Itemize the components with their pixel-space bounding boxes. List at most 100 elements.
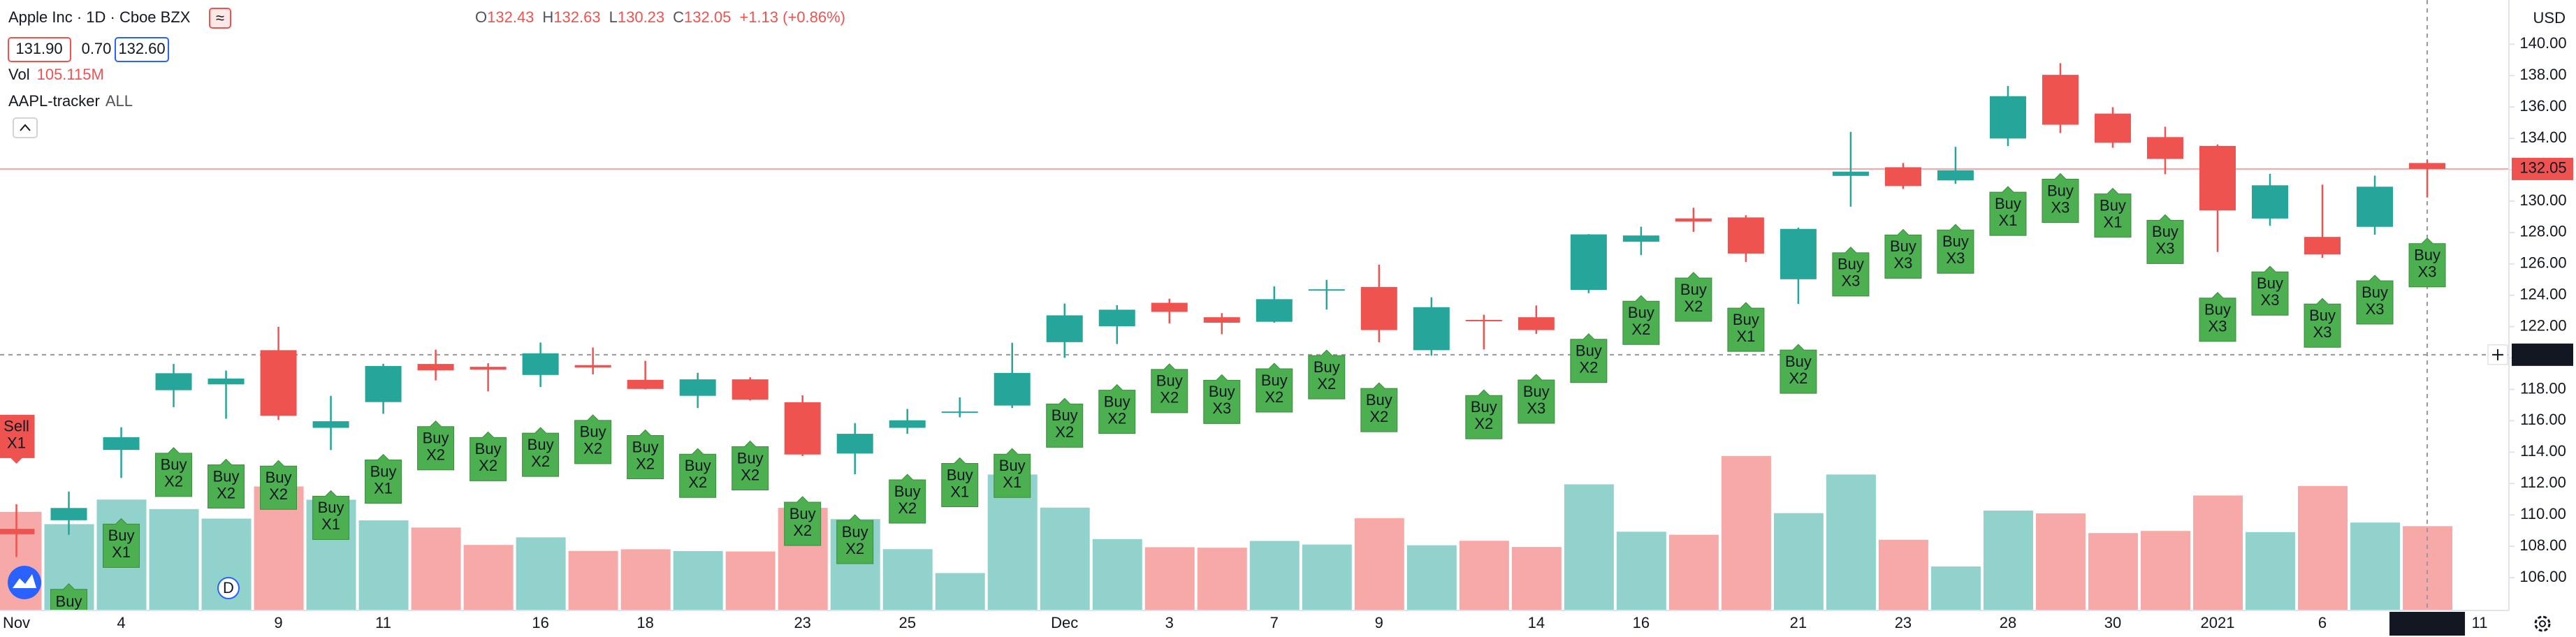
signal-tag: X1 xyxy=(374,479,393,497)
signal: Buy xyxy=(50,583,88,617)
x-tick-label: 28 xyxy=(2000,614,2016,631)
signal-box xyxy=(155,447,193,497)
x-tick-label: Nov xyxy=(3,614,30,631)
candle-body xyxy=(1098,309,1135,327)
candle-body xyxy=(1465,319,1502,321)
volume-bar xyxy=(1930,566,1981,611)
signal-side: Buy xyxy=(1366,391,1392,409)
volume-bar xyxy=(1773,513,1824,611)
indicator-legend: AAPL-tracker ALL xyxy=(8,92,133,110)
candle-body xyxy=(1832,171,1869,176)
x-tick-label: 4 xyxy=(117,614,125,631)
signal-side: Buy xyxy=(2152,223,2178,240)
ask: 132.60 xyxy=(118,40,165,57)
signal-box xyxy=(1518,374,1555,424)
volume-bar xyxy=(1878,539,1928,611)
dividend-marker[interactable] xyxy=(217,577,240,599)
signal-side: Sell xyxy=(3,418,29,435)
signal-box xyxy=(2146,214,2184,264)
signal-tag: X2 xyxy=(426,446,445,464)
volume-bar xyxy=(411,527,461,611)
candle-body xyxy=(522,353,559,375)
candle-body xyxy=(2146,137,2183,159)
x-tick-label: 16 xyxy=(1633,614,1650,631)
signal-tag: X2 xyxy=(636,455,655,472)
volume-bar xyxy=(2246,532,2296,611)
signal-side: Buy xyxy=(1156,372,1183,390)
collapse-button[interactable] xyxy=(13,117,38,138)
signal-side: Buy xyxy=(1209,383,1235,400)
signal-box xyxy=(2251,265,2289,316)
chart-title: Apple Inc · 1D · Cboe BZX xyxy=(8,8,191,26)
signal-side: Buy xyxy=(632,438,659,455)
volume-bar xyxy=(1826,474,1876,611)
x-tick-label: 30 xyxy=(2104,614,2121,631)
signal-side: Buy xyxy=(2309,307,2336,324)
signal-box xyxy=(312,490,350,540)
signal-side: Buy xyxy=(1838,256,1864,273)
signal-tag: X3 xyxy=(2051,198,2070,216)
volume-bar xyxy=(725,551,776,611)
market-status-icon[interactable] xyxy=(209,8,231,29)
volume-bar xyxy=(1144,547,1195,611)
logo[interactable] xyxy=(8,566,41,599)
signal-tag: X2 xyxy=(1474,415,1493,432)
signal-box xyxy=(1937,224,1974,274)
x-tick-label: 2021 xyxy=(2201,614,2235,631)
ohlc-label: O xyxy=(475,8,487,26)
signal-box xyxy=(784,496,822,546)
candle-body xyxy=(1937,170,1974,181)
signal-side: Buy xyxy=(475,440,502,457)
candle-body xyxy=(994,372,1031,406)
settings-button[interactable] xyxy=(2534,615,2551,632)
y-tick-label: 140.00 xyxy=(2519,34,2566,52)
candle-body xyxy=(1727,217,1764,254)
candle-body xyxy=(417,364,454,371)
signal-box xyxy=(1308,349,1346,400)
x-tick-label: 25 xyxy=(898,614,915,631)
signal-side: Buy xyxy=(999,457,1026,474)
volume-bar xyxy=(1092,539,1142,611)
signal-tag: X1 xyxy=(1003,474,1021,491)
signal-box xyxy=(1098,383,1136,434)
signal-tag: X3 xyxy=(2156,240,2175,257)
ask-box[interactable] xyxy=(115,37,169,62)
bid-box[interactable] xyxy=(8,37,71,62)
x-tick-label: 3 xyxy=(1165,614,1174,631)
x-tick-label: 7 xyxy=(1270,614,1279,631)
price-axis-bg xyxy=(2509,0,2576,637)
signal-side: Buy xyxy=(2100,196,2126,214)
signal-side: Buy xyxy=(1680,281,1707,298)
volume-bar xyxy=(149,508,199,611)
signal-box xyxy=(994,448,1031,498)
candle-body xyxy=(1675,218,1712,222)
candle-body xyxy=(941,411,978,413)
signal-tag: X2 xyxy=(269,485,288,503)
volume-bar xyxy=(1197,548,1247,611)
last-price-box xyxy=(2512,157,2573,180)
axis-layer: 106.00 108.00 110.00 112.00 114.00 116.00 118.… xyxy=(3,34,2573,636)
signal-tag: X2 xyxy=(164,473,183,490)
signal-box xyxy=(1046,397,1084,448)
spread: 0.70 xyxy=(82,40,112,57)
signal-tag: X3 xyxy=(1527,400,1545,417)
volume-bar xyxy=(516,537,566,611)
signal-box xyxy=(1780,344,1817,394)
crosshair-date: 08 Jan '21 xyxy=(2392,614,2463,631)
ohlc-label: H xyxy=(542,8,553,26)
signal-side: Buy xyxy=(1576,342,1602,360)
signal-side: Buy xyxy=(894,483,921,500)
signal-side: Buy xyxy=(1261,372,1288,389)
signal-side: Buy xyxy=(423,430,449,447)
